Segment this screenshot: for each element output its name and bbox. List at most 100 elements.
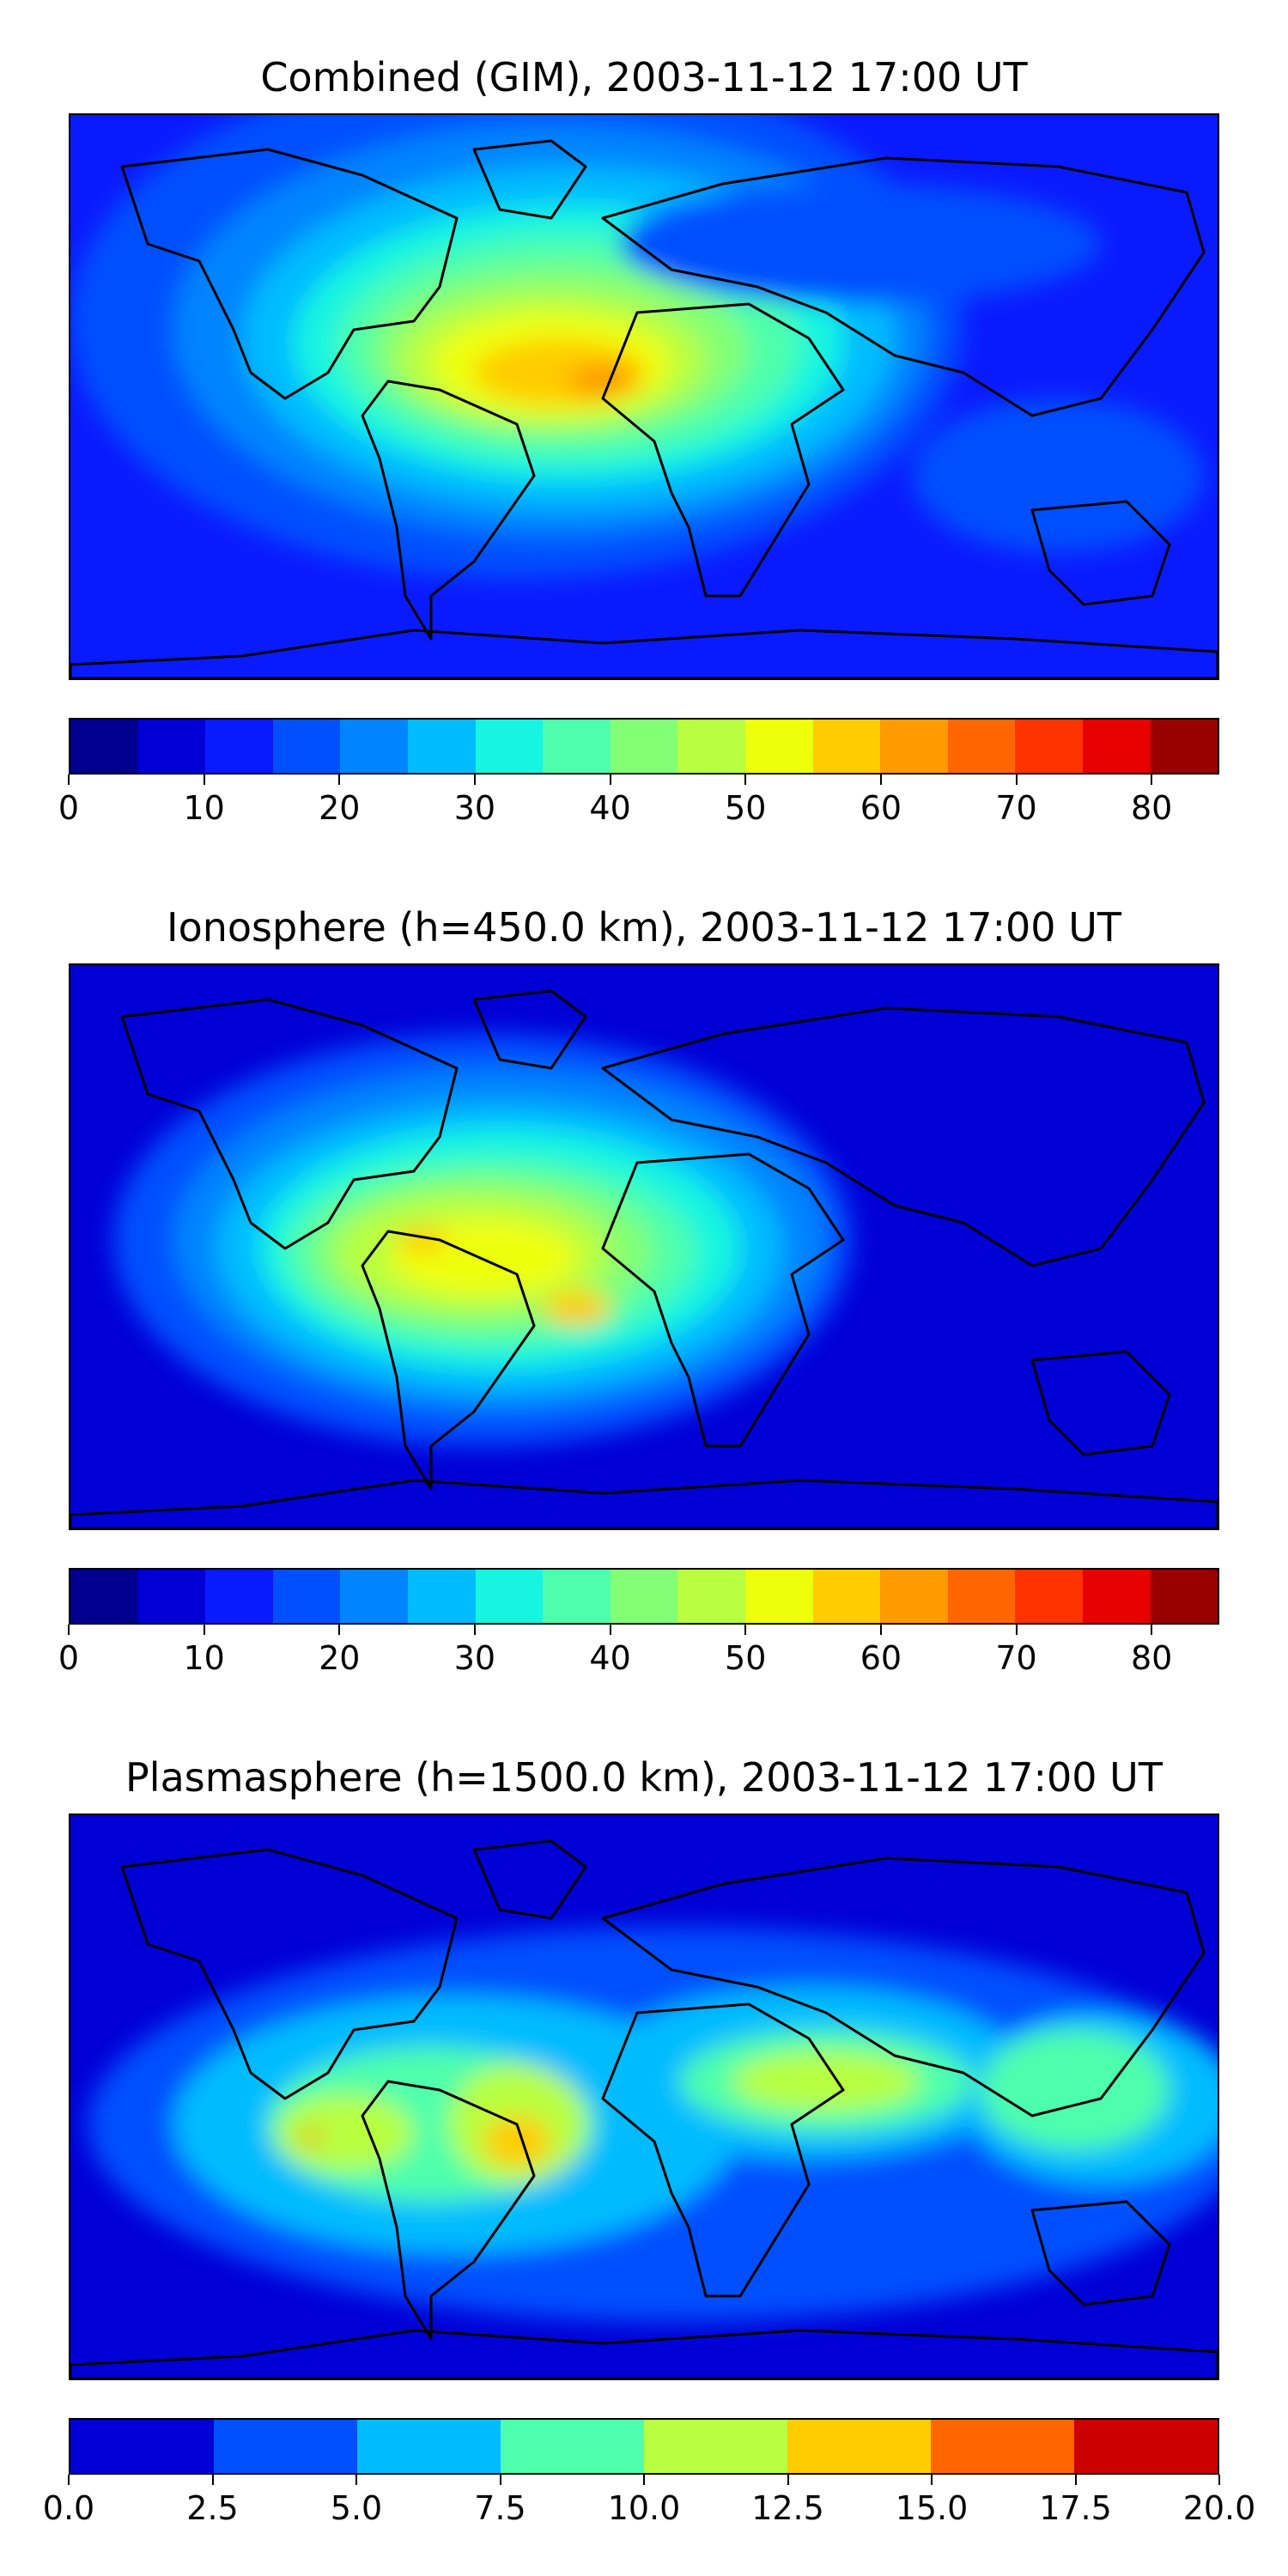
plasmasphere-colorbar-segment — [787, 2420, 931, 2473]
plasmasphere-colorbar-tick-label: 7.5 — [474, 2489, 526, 2527]
plasmasphere-south-america-outline — [361, 2080, 536, 2341]
plasmasphere-colorbar-tick-mark — [1074, 2475, 1077, 2485]
ionosphere-colorbar-tick-mark — [203, 1625, 205, 1635]
combined-colorbar-tick-mark — [473, 775, 476, 785]
plasmasphere-colorbar-tick-label: 2.5 — [186, 2489, 239, 2527]
combined-colorbar-segment — [205, 720, 273, 773]
combined-colorbar-segment — [543, 720, 611, 773]
ionosphere-colorbar-segment — [947, 1570, 1016, 1623]
plasmasphere-colorbar-tick-mark — [1218, 2475, 1220, 2485]
plasmasphere-greenland-outline — [472, 1839, 587, 1920]
combined-colorbar-tick-mark — [203, 775, 205, 785]
plasmasphere-colorbar-tick-mark — [211, 2475, 214, 2485]
plasmasphere-colorbar-segment — [644, 2420, 787, 2473]
combined-north-america-outline — [120, 148, 459, 400]
ionosphere-europe-asia-outline — [601, 1006, 1206, 1267]
ionosphere-colorbar-tick-mark — [68, 1625, 70, 1635]
combined-colorbar-segment — [880, 720, 948, 773]
ionosphere-colorbar-tick-label: 30 — [453, 1639, 496, 1677]
ionosphere-colorbar-segment — [677, 1570, 745, 1623]
combined-field-contour-band — [912, 398, 1204, 553]
plasmasphere-colorbar-tick-mark — [643, 2475, 645, 2485]
ionosphere-map — [69, 963, 1219, 1530]
ionosphere-field-contours — [113, 1034, 852, 1446]
ionosphere-colorbar-segment — [610, 1570, 678, 1623]
ionosphere-africa-outline — [601, 1152, 845, 1448]
plasmasphere-colorbar-tick-mark — [499, 2475, 501, 2485]
ionosphere-colorbar-segment — [1082, 1570, 1151, 1623]
combined-colorbar-tick-label: 70 — [995, 789, 1037, 827]
ionosphere-coastlines — [70, 989, 1218, 1528]
combined-australia-outline — [1030, 500, 1171, 606]
combined-europe-asia-outline — [601, 156, 1206, 417]
combined-colorbar-segment — [1015, 720, 1083, 773]
combined-colorbar — [69, 718, 1219, 775]
combined-colorbar-tick-mark — [338, 775, 341, 785]
combined-coastlines — [70, 139, 1218, 678]
combined-colorbar-segment — [610, 720, 678, 773]
ionosphere-colorbar-segment — [880, 1570, 948, 1623]
plasmasphere-colorbar-tick-label: 17.5 — [1039, 2489, 1112, 2527]
plasmasphere-colorbar-tick-label: 12.5 — [751, 2489, 824, 2527]
combined-colorbar-tick-label: 60 — [860, 789, 902, 827]
plasmasphere-colorbar-segment — [357, 2420, 501, 2473]
plasmasphere-antarctica-outline — [70, 2329, 1218, 2379]
combined-colorbar-tick-label: 30 — [453, 789, 496, 827]
ionosphere-colorbar-segment — [1015, 1570, 1083, 1623]
ionosphere-colorbar-tick-mark — [744, 1625, 747, 1635]
combined-colorbar-tick-label: 0 — [58, 789, 80, 827]
combined-antarctica-outline — [70, 629, 1218, 678]
ionosphere-colorbar-tick-mark — [609, 1625, 611, 1635]
ionosphere-colorbar-segment — [205, 1570, 273, 1623]
ionosphere-north-america-outline — [120, 998, 459, 1250]
ionosphere-colorbar-segment — [70, 1570, 138, 1623]
ionosphere-colorbar-tick-label: 60 — [860, 1639, 902, 1677]
plasmasphere-field-contours — [88, 1927, 1218, 2322]
ionosphere-colorbar-tick-label: 0 — [58, 1639, 80, 1677]
combined-greenland-outline — [472, 139, 587, 220]
ionosphere-colorbar-segment — [137, 1570, 206, 1623]
combined-colorbar-segment — [744, 720, 813, 773]
combined-colorbar-tick-mark — [1151, 775, 1153, 785]
ionosphere-greenland-outline — [472, 989, 587, 1070]
plasmasphere-field-contour-band — [483, 2116, 551, 2167]
combined-colorbar-segment — [677, 720, 745, 773]
ionosphere-colorbar-tick-mark — [473, 1625, 476, 1635]
plasmasphere-colorbar-segment — [501, 2420, 644, 2473]
plasmasphere-europe-asia-outline — [601, 1856, 1206, 2117]
plasmasphere-map — [69, 1814, 1219, 2380]
plasmasphere-australia-outline — [1030, 2200, 1171, 2306]
plasmasphere-colorbar-segment — [214, 2420, 357, 2473]
plasmasphere-colorbar — [69, 2418, 1219, 2475]
plasmasphere-colorbar-tick-mark — [68, 2475, 70, 2485]
ionosphere-colorbar-tick-label: 70 — [995, 1639, 1037, 1677]
plasmasphere-africa-outline — [601, 2002, 845, 2298]
combined-colorbar-segment — [1150, 720, 1218, 773]
combined-colorbar-segment — [475, 720, 544, 773]
combined-colorbar-ticks: 0 10 20 30 40 50 60 70 80 — [58, 775, 1219, 827]
ionosphere-colorbar-segment — [340, 1570, 408, 1623]
ionosphere-colorbar-tick-label: 50 — [725, 1639, 767, 1677]
combined-colorbar-segment — [812, 720, 881, 773]
plasmasphere-colorbar-tick-label: 15.0 — [895, 2489, 969, 2527]
plasmasphere-colorbar-tick-label: 5.0 — [330, 2489, 383, 2527]
ionosphere-colorbar-segment — [272, 1570, 341, 1623]
plasmasphere-colorbar-segment — [70, 2420, 214, 2473]
plasmasphere-colorbar-tick-mark — [931, 2475, 933, 2485]
plasmasphere-colorbar-tick-label: 10.0 — [607, 2489, 681, 2527]
ionosphere-field-contour-band — [543, 1291, 611, 1326]
ionosphere-field-contour-band — [397, 1227, 448, 1253]
combined-colorbar-tick-label: 20 — [319, 789, 361, 827]
combined-colorbar-segment — [272, 720, 341, 773]
ionosphere-colorbar-tick-label: 80 — [1130, 1639, 1173, 1677]
plasmasphere-colorbar-tick-label: 0.0 — [42, 2489, 95, 2527]
ionosphere-panel-title: Ionosphere (h=450.0 km), 2003-11-12 17:0… — [167, 904, 1121, 951]
combined-colorbar-tick-mark — [609, 775, 611, 785]
ionosphere-colorbar-tick-label: 20 — [319, 1639, 361, 1677]
combined-colorbar-tick-mark — [879, 775, 882, 785]
ionosphere-colorbar-tick-mark — [1151, 1625, 1153, 1635]
ionosphere-colorbar-segment — [543, 1570, 611, 1623]
plasmasphere-field-contour-band — [276, 2094, 414, 2172]
plasmasphere-colorbar-tick-mark — [787, 2475, 789, 2485]
combined-colorbar-segment — [70, 720, 138, 773]
